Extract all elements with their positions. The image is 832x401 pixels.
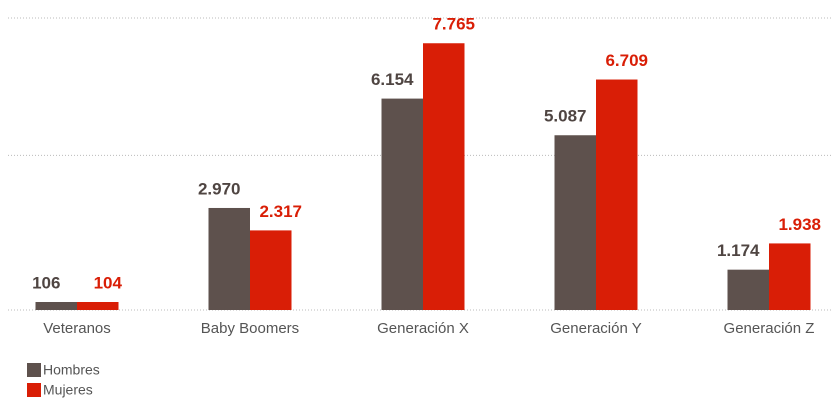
data-label: 6.154: [371, 70, 414, 89]
bar: [596, 79, 638, 310]
bar: [554, 135, 596, 310]
x-tick-label: Baby Boomers: [201, 320, 299, 337]
bar: [250, 230, 292, 310]
data-label: 1.174: [717, 241, 760, 260]
bar: [381, 98, 423, 310]
bar: [727, 269, 769, 310]
data-label: 5.087: [544, 107, 587, 126]
data-label: 6.709: [605, 51, 648, 70]
x-tick-label: Generación Y: [550, 320, 641, 337]
data-label: 2.317: [259, 202, 302, 221]
legend-swatch: [27, 383, 41, 397]
data-label: 7.765: [432, 15, 475, 34]
x-tick-label: Generación Z: [724, 320, 815, 337]
legend-label: Mujeres: [43, 382, 93, 398]
x-tick-label: Veteranos: [43, 320, 111, 337]
data-label: 2.970: [198, 179, 241, 198]
bar: [769, 243, 811, 310]
bar: [208, 207, 250, 310]
bar: [35, 302, 77, 310]
x-tick-label: Generación X: [377, 320, 469, 337]
data-label: 104: [94, 273, 123, 292]
bar: [423, 43, 465, 310]
data-label: 106: [32, 273, 60, 292]
data-label: 1.938: [778, 215, 821, 234]
legend-label: Hombres: [43, 362, 100, 378]
bar: [77, 302, 119, 310]
legend-swatch: [27, 363, 41, 377]
